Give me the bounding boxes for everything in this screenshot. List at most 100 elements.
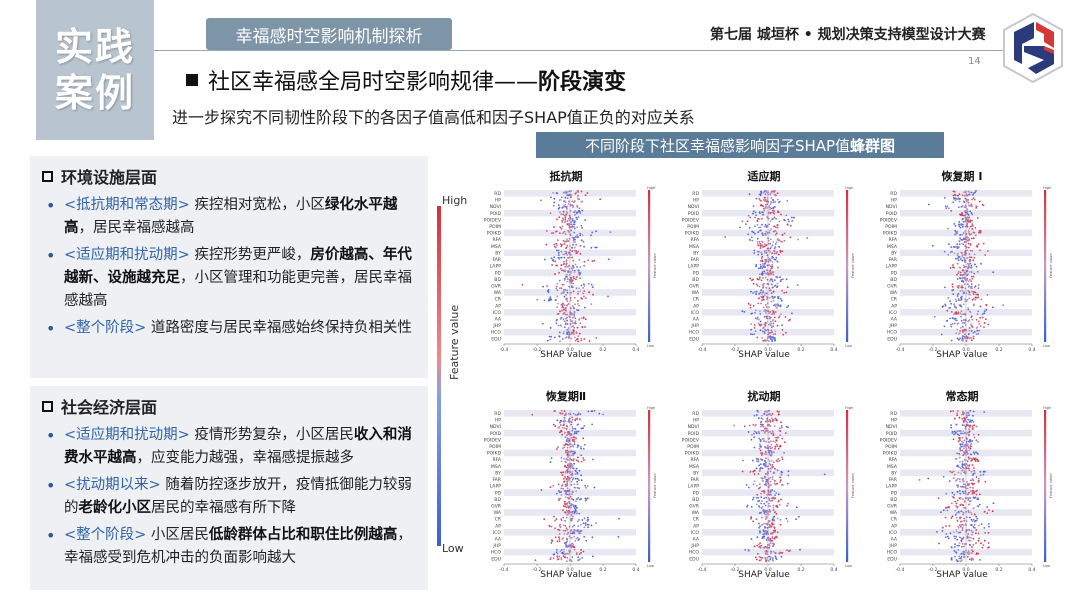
shap-point xyxy=(764,518,767,520)
shap-point xyxy=(768,205,770,208)
shap-point xyxy=(769,311,771,313)
shap-point xyxy=(970,285,972,288)
shap-point xyxy=(764,558,767,561)
shap-point xyxy=(575,216,578,219)
shap-point xyxy=(970,324,973,327)
shap-point xyxy=(963,274,965,276)
shap-point xyxy=(960,556,963,558)
shap-point xyxy=(595,230,597,233)
panel-colorbar xyxy=(846,190,849,342)
shap-point xyxy=(768,497,771,500)
shap-point xyxy=(565,485,567,488)
shap-point xyxy=(756,243,759,245)
shap-point xyxy=(970,529,973,532)
shap-point xyxy=(768,452,771,454)
shap-point xyxy=(963,238,966,241)
shap-point xyxy=(759,226,762,229)
shap-point xyxy=(566,300,569,303)
shap-point xyxy=(556,218,558,221)
feature-label: WA xyxy=(494,290,502,296)
shap-point xyxy=(568,438,571,441)
shap-point xyxy=(567,194,570,197)
shap-point xyxy=(770,336,772,339)
shap-point xyxy=(570,454,573,457)
shap-point xyxy=(970,536,972,539)
shap-point xyxy=(967,499,970,501)
shap-point xyxy=(969,249,972,252)
shap-point xyxy=(775,439,778,442)
shap-point xyxy=(971,219,973,222)
shap-point xyxy=(776,517,779,520)
shap-point xyxy=(971,546,973,548)
feature-label: HCO xyxy=(689,550,700,556)
shap-point xyxy=(948,243,950,246)
shap-point xyxy=(755,290,758,293)
shap-point xyxy=(588,340,591,342)
shap-point xyxy=(552,232,555,234)
shap-point xyxy=(972,479,974,482)
shap-point xyxy=(965,487,968,490)
shap-point xyxy=(963,551,965,553)
shap-point xyxy=(562,332,565,335)
shap-point xyxy=(972,472,975,475)
shap-point xyxy=(553,243,556,246)
shap-point xyxy=(571,256,573,259)
shap-point xyxy=(566,220,569,222)
feature-label: FAR xyxy=(888,477,897,483)
shap-point xyxy=(975,293,978,296)
item-bold: 低龄群体占比和职住比例越高 xyxy=(208,527,398,543)
shap-point xyxy=(780,555,783,558)
shap-point xyxy=(766,269,768,272)
shap-point xyxy=(578,479,580,482)
shap-point xyxy=(764,193,767,196)
shap-point xyxy=(772,206,775,209)
shap-point xyxy=(561,225,564,228)
shap-point xyxy=(964,278,967,281)
shap-point xyxy=(757,302,760,305)
shap-point xyxy=(961,234,964,236)
shap-point xyxy=(769,419,771,421)
shap-point xyxy=(598,412,601,415)
shap-point xyxy=(563,419,566,421)
shap-point xyxy=(763,340,766,342)
shap-point xyxy=(975,493,978,496)
shap-point xyxy=(754,216,756,219)
shap-point xyxy=(772,273,775,276)
beeswarm-title: 恢复期 I xyxy=(941,170,983,183)
shap-point xyxy=(766,530,769,533)
shap-point xyxy=(786,520,789,523)
shap-point xyxy=(763,497,766,500)
shap-point xyxy=(576,477,579,480)
shap-point xyxy=(966,555,969,558)
feature-label: WA xyxy=(890,290,898,296)
shap-point xyxy=(969,445,972,448)
shap-point xyxy=(567,512,570,515)
shap-point xyxy=(967,458,970,460)
shap-point xyxy=(775,241,778,243)
shap-point xyxy=(750,517,752,520)
shap-point xyxy=(765,226,768,228)
contest-name: 第七届 城垣杯 • 规划决策支持模型设计大赛 xyxy=(710,27,986,43)
shap-point xyxy=(979,230,982,232)
shap-point xyxy=(969,497,972,500)
shap-point xyxy=(968,297,971,300)
shap-point xyxy=(755,197,758,200)
shap-point xyxy=(942,509,945,512)
shap-point xyxy=(975,542,977,544)
item-text: 道路密度与居民幸福感始终保持负相关性 xyxy=(146,320,412,336)
shap-point xyxy=(774,529,776,532)
shap-point xyxy=(765,461,767,464)
shap-point xyxy=(770,452,773,454)
shap-point xyxy=(763,437,765,440)
shap-point xyxy=(759,267,762,269)
shap-point xyxy=(546,290,549,292)
x-tick-label: 0.2 xyxy=(995,567,1002,573)
shap-point xyxy=(954,537,956,540)
beeswarm-panel: 恢复期Ⅱ RD HP NDVI POID POIDEV POIM POIKD RFA MSA BY F… xyxy=(466,388,666,602)
shap-point xyxy=(770,459,773,462)
shap-point xyxy=(759,449,762,452)
item-bold: 绿化水平越高 xyxy=(64,197,398,236)
shap-point xyxy=(746,220,749,223)
shap-point xyxy=(969,426,971,429)
shap-point xyxy=(759,204,762,207)
